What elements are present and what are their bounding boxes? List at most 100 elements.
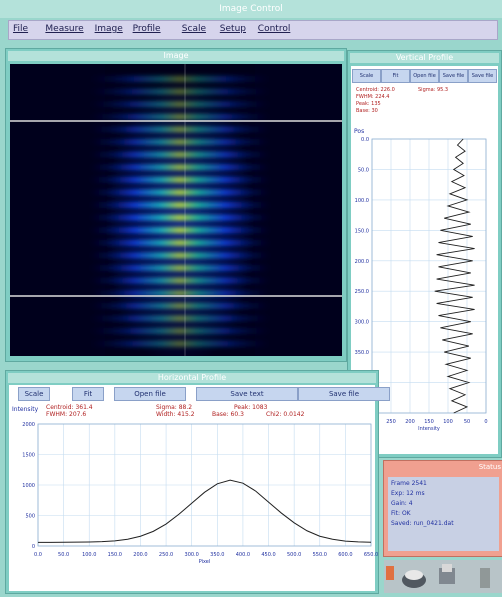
button[interactable]: Save text <box>196 387 298 401</box>
status-window: Status Frame 2541 Exp: 12 ms Gain: 4 Fit: O… <box>383 460 502 557</box>
x-tick-label: 0 <box>484 419 487 425</box>
screen: Image Control File Measure Image Profile Sca… <box>0 0 502 593</box>
status-line: Exp: 12 ms <box>391 490 496 497</box>
readout: Centroid: 226.0 <box>356 87 395 93</box>
y-tick-label: 350.0 <box>355 350 369 356</box>
profile-line <box>435 139 475 413</box>
y-tick-label: 0 <box>32 544 35 550</box>
icons <box>384 560 502 593</box>
x-tick-label: 450.0 <box>261 552 275 558</box>
x-tick-label: 650.0 <box>364 552 378 558</box>
button[interactable]: Scale <box>18 387 50 401</box>
fringe <box>90 202 270 208</box>
window-title: Image Control <box>0 0 502 18</box>
camera-image <box>10 64 342 356</box>
fringe <box>90 164 270 170</box>
status-line: Frame 2541 <box>391 480 496 487</box>
y-tick-label: 50.0 <box>358 167 369 173</box>
status-line: Gain: 4 <box>391 500 496 507</box>
menu-bar: File Measure Image Profile Scale Setup Control <box>8 20 498 40</box>
status-line: Saved: run_0421.dat <box>391 520 496 527</box>
y-tick-label: 0.0 <box>361 137 369 143</box>
icon[interactable] <box>405 570 423 580</box>
button[interactable]: Scale <box>352 69 381 83</box>
fringe <box>90 328 270 334</box>
fringe <box>90 278 270 284</box>
fringe <box>90 189 270 195</box>
button[interactable]: Open file <box>114 387 186 401</box>
x-tick-label: 350.0 <box>210 552 224 558</box>
x-axis-label: Pixel <box>199 559 211 565</box>
y-tick-label: 300.0 <box>355 320 369 326</box>
fringe <box>90 139 270 145</box>
menu-item[interactable]: Measure <box>45 24 83 34</box>
x-tick-label: 50.0 <box>58 552 69 558</box>
image-title: Image <box>8 51 344 61</box>
menu-item[interactable]: Image <box>95 24 123 34</box>
readout: Base: 30 <box>356 108 378 114</box>
fringe <box>90 252 270 258</box>
readout: Base: 60.3 <box>212 411 244 418</box>
readout: Width: 415.2 <box>156 411 195 418</box>
x-tick-label: 50 <box>464 419 470 425</box>
fringe <box>90 227 270 233</box>
button[interactable]: Fit <box>72 387 104 401</box>
x-tick-label: 150 <box>424 419 434 425</box>
menu-item[interactable]: Profile <box>133 24 161 34</box>
fringe <box>90 315 270 321</box>
y-tick-label: 1500 <box>22 453 35 459</box>
fringe <box>90 114 270 120</box>
status-line: Fit: OK <box>391 510 496 517</box>
axis-label: Pos <box>354 128 364 135</box>
icon[interactable] <box>442 564 452 572</box>
readout: Chi2: 0.0142 <box>266 411 305 418</box>
profile-line <box>38 480 371 542</box>
fringe <box>90 215 270 221</box>
fringe <box>90 89 270 95</box>
window-title: Status <box>386 463 501 473</box>
y-tick-label: 1000 <box>22 483 35 489</box>
x-tick-label: 250 <box>386 419 396 425</box>
x-axis-label: Intensity <box>418 426 440 432</box>
icon[interactable] <box>386 566 394 580</box>
icon[interactable] <box>480 568 490 588</box>
x-tick-label: 200 <box>405 419 415 425</box>
y-tick-label: 250.0 <box>355 289 369 295</box>
readout: Peak: 1083 <box>234 404 268 411</box>
taskbar <box>384 560 502 593</box>
image-window: Image <box>5 48 347 362</box>
x-tick-label: 100.0 <box>82 552 96 558</box>
fringe <box>90 76 270 82</box>
readout: FWHM: 224.4 <box>356 94 389 100</box>
x-tick-label: 0.0 <box>34 552 42 558</box>
menu-item[interactable]: Setup <box>220 24 246 34</box>
readout: Sigma: 95.3 <box>418 87 448 93</box>
y-tick-label: 100.0 <box>355 198 369 204</box>
fringe <box>90 177 270 183</box>
fringe <box>90 152 270 158</box>
readout: Peak: 135 <box>356 101 381 107</box>
y-tick-label: 500 <box>25 514 35 520</box>
menu-item[interactable]: File <box>13 24 28 34</box>
beam-glow <box>105 64 255 356</box>
button[interactable]: Save file <box>468 69 497 83</box>
status-text: Frame 2541 Exp: 12 ms Gain: 4 Fit: OK Saved:… <box>388 477 499 551</box>
button[interactable]: Open file <box>410 69 439 83</box>
button[interactable]: Save file <box>298 387 390 401</box>
button[interactable]: Fit <box>381 69 410 83</box>
button[interactable]: Save file <box>439 69 468 83</box>
x-tick-label: 150.0 <box>108 552 122 558</box>
y-tick-label: 200.0 <box>355 259 369 265</box>
x-tick-label: 400.0 <box>236 552 250 558</box>
x-tick-label: 500.0 <box>287 552 301 558</box>
fringe <box>90 126 270 132</box>
x-tick-label: 550.0 <box>313 552 327 558</box>
menu-item[interactable]: Control <box>258 24 291 34</box>
x-tick-label: 200.0 <box>133 552 147 558</box>
x-tick-label: 600.0 <box>338 552 352 558</box>
fringe <box>90 341 270 347</box>
menu-item[interactable]: Scale <box>182 24 206 34</box>
x-tick-label: 250.0 <box>159 552 173 558</box>
